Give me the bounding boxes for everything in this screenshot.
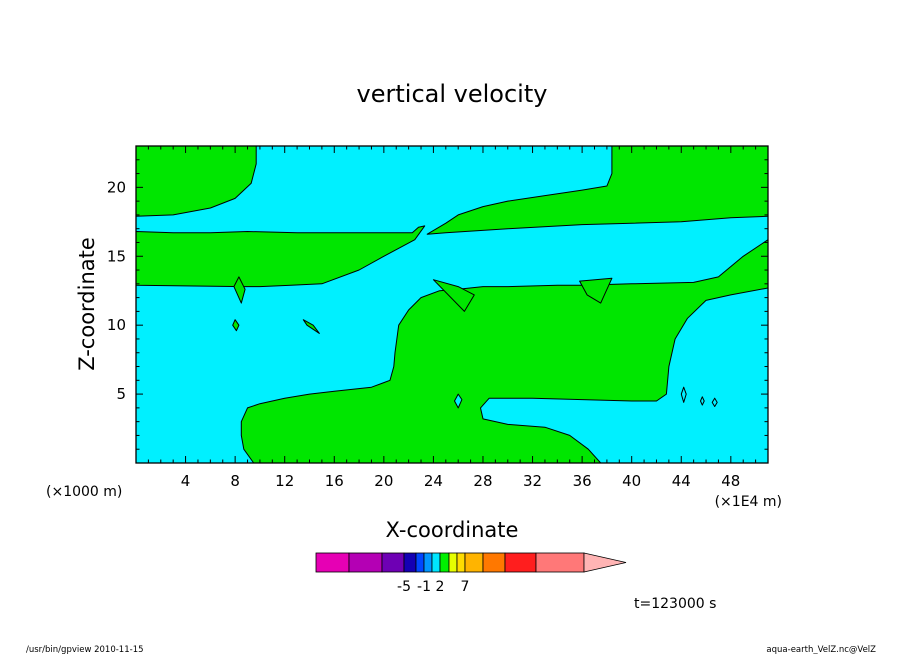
x-axis-label: X-coordinate xyxy=(386,518,519,542)
y-tick-label: 15 xyxy=(107,247,126,265)
y-tick-label: 5 xyxy=(116,385,126,403)
colorbar-tick-label: 2 xyxy=(436,579,445,595)
colorbar-swatch xyxy=(415,552,425,573)
plot-frame xyxy=(135,145,769,464)
footer-right: aqua-earth_VelZ.nc@VelZ xyxy=(766,645,876,654)
footer-left: /usr/bin/gpview 2010-11-15 xyxy=(26,645,144,654)
colorbar-swatch xyxy=(431,552,441,573)
colorbar-swatch xyxy=(439,552,450,573)
x-tick-label: 36 xyxy=(573,472,592,490)
positive-region-spike-b xyxy=(579,277,613,304)
colorbar-swatch xyxy=(482,552,506,573)
positive-region-blob-2 xyxy=(232,319,240,332)
x-tick-label: 8 xyxy=(230,472,240,490)
colorbar-swatch xyxy=(504,552,537,573)
colorbar: -5 -1 2 7 xyxy=(315,552,627,595)
positive-region-spike-c xyxy=(432,279,475,312)
y-axis-label: Z-coordinate xyxy=(75,237,99,371)
x-tick-label: 48 xyxy=(721,472,740,490)
colorbar-swatch xyxy=(403,552,417,573)
x-tick-label: 32 xyxy=(523,472,542,490)
colorbar-swatch xyxy=(348,552,383,573)
x-tick-label: 44 xyxy=(672,472,691,490)
positive-region-mid-left-band xyxy=(135,225,426,288)
x-unit-right: (×1E4 m) xyxy=(715,494,782,510)
colorbar-tick-label: -5 xyxy=(397,579,411,595)
positive-region-upper-right-block xyxy=(426,145,769,235)
x-tick-label: 40 xyxy=(622,472,641,490)
colorbar-extend-arrow xyxy=(583,552,627,573)
colorbar-swatch xyxy=(315,552,350,573)
colorbar-swatch xyxy=(448,552,458,573)
x-tick-label: 4 xyxy=(181,472,191,490)
colorbar-swatch xyxy=(535,552,585,573)
y-tick-label: 10 xyxy=(107,316,126,334)
x-tick-label: 28 xyxy=(473,472,492,490)
colorbar-tick-label: -1 xyxy=(417,579,431,595)
positive-region-spike-a xyxy=(233,276,246,304)
x-tick-label: 12 xyxy=(275,472,294,490)
x-tick-label: 24 xyxy=(424,472,443,490)
colorbar-swatch xyxy=(464,552,484,573)
positive-region-lower-main-region xyxy=(240,239,769,464)
x-tick-label: 16 xyxy=(325,472,344,490)
negative-island-tiny-gap-2 xyxy=(680,386,687,403)
colorbar-tick-label: 7 xyxy=(461,579,470,595)
negative-island-tiny-gap-4 xyxy=(711,397,718,407)
colorbar-swatch xyxy=(381,552,405,573)
x-unit-left: (×1000 m) xyxy=(46,484,122,500)
colorbar-swatch xyxy=(456,552,466,573)
positive-region-blob-1 xyxy=(302,319,320,334)
positive-region-upper-left-block xyxy=(135,145,257,217)
y-tick-label: 20 xyxy=(107,178,126,196)
time-label: t=123000 s xyxy=(634,596,716,612)
negative-island-tiny-gap-1 xyxy=(454,393,463,409)
colorbar-swatch xyxy=(423,552,433,573)
x-tick-label: 20 xyxy=(374,472,393,490)
negative-island-tiny-gap-3 xyxy=(700,396,705,406)
chart-title: vertical velocity xyxy=(357,80,548,108)
